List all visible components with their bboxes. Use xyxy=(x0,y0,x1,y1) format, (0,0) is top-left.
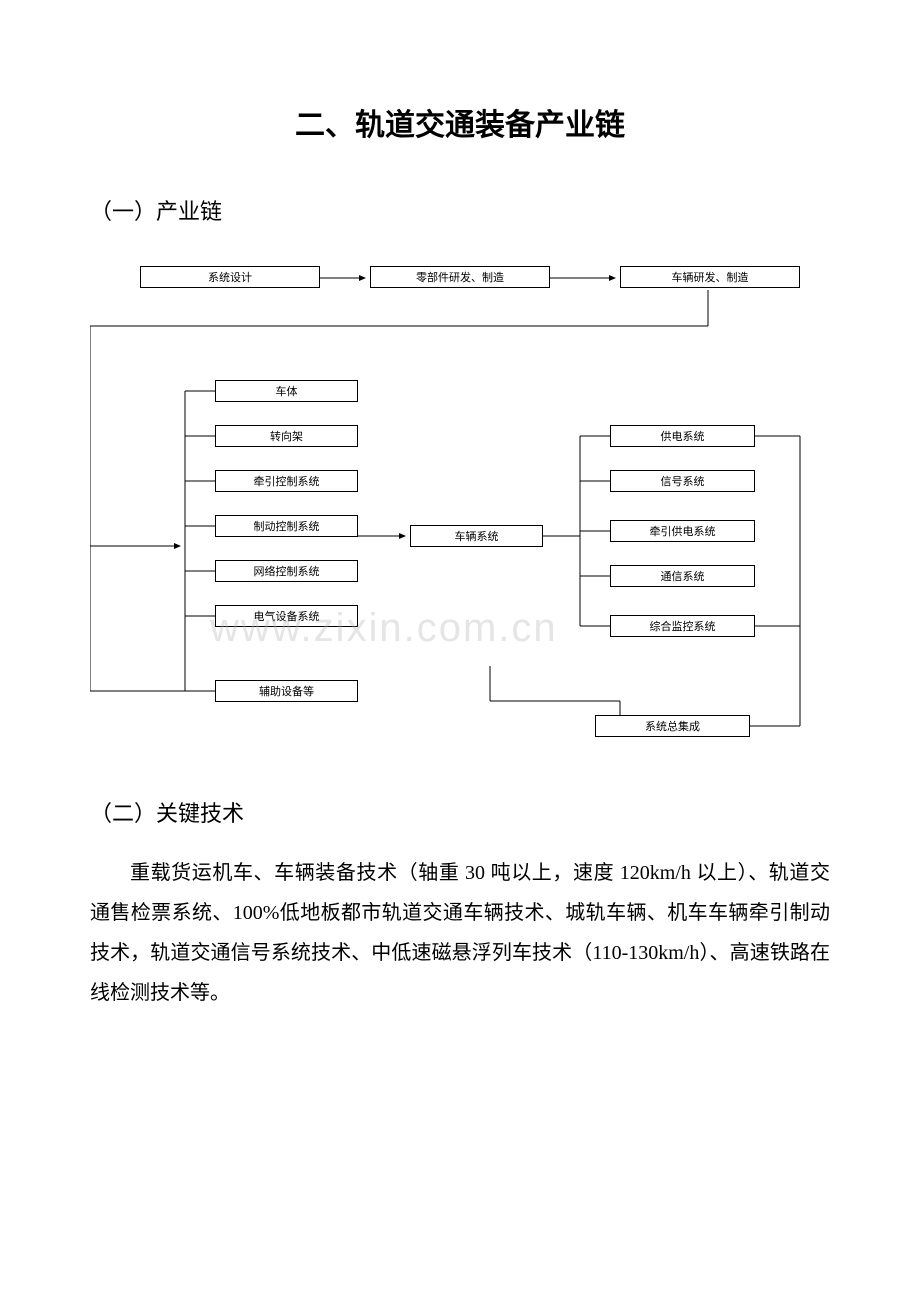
node-vehicle-system: 车辆系统 xyxy=(410,525,543,547)
page-title: 二、轨道交通装备产业链 xyxy=(90,100,830,144)
node-network-control: 网络控制系统 xyxy=(215,560,358,582)
node-car-body: 车体 xyxy=(215,380,358,402)
node-brake-control: 制动控制系统 xyxy=(215,515,358,537)
flowchart-arrows xyxy=(90,256,830,756)
flowchart-diagram: 系统设计 零部件研发、制造 车辆研发、制造 车体 转向架 牵引控制系统 制动控制… xyxy=(90,256,830,756)
node-bogie: 转向架 xyxy=(215,425,358,447)
node-communication: 通信系统 xyxy=(610,565,755,587)
section-1-heading: （一）产业链 xyxy=(90,194,830,226)
node-electrical-equipment: 电气设备系统 xyxy=(215,605,358,627)
key-tech-paragraph: 重载货运机车、车辆装备技术（轴重 30 吨以上，速度 120km/h 以上）、轨… xyxy=(90,853,830,1013)
node-power-supply: 供电系统 xyxy=(610,425,755,447)
node-signal-system: 信号系统 xyxy=(610,470,755,492)
node-vehicle-rd: 车辆研发、制造 xyxy=(620,266,800,288)
node-auxiliary-equipment: 辅助设备等 xyxy=(215,680,358,702)
section-2-heading: （二）关键技术 xyxy=(90,796,830,828)
node-system-integration: 系统总集成 xyxy=(595,715,750,737)
node-parts-rd: 零部件研发、制造 xyxy=(370,266,550,288)
node-monitoring: 综合监控系统 xyxy=(610,615,755,637)
node-system-design: 系统设计 xyxy=(140,266,320,288)
node-traction-control: 牵引控制系统 xyxy=(215,470,358,492)
node-traction-power: 牵引供电系统 xyxy=(610,520,755,542)
